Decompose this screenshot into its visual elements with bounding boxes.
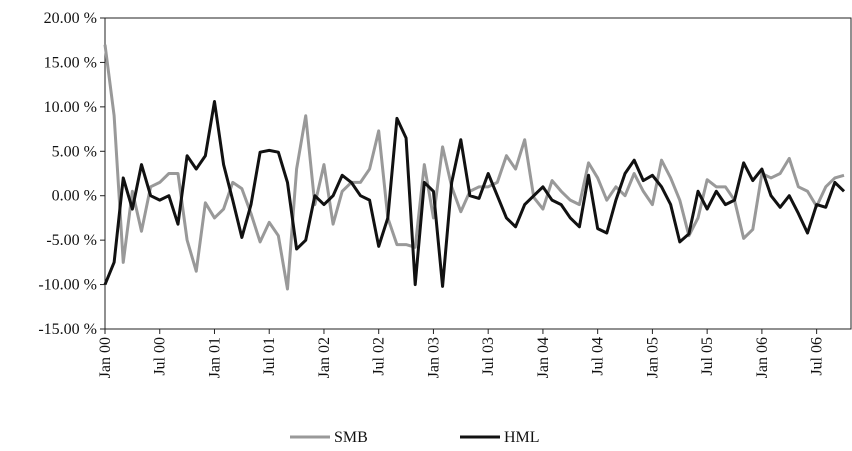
x-tick-label: Jan 04	[535, 337, 552, 378]
plot-frame	[104, 17, 852, 330]
y-tick-label: 15.00 %	[44, 54, 97, 71]
x-tick-label: Jan 00	[97, 337, 114, 378]
y-tick-label: -5.00 %	[46, 232, 97, 249]
x-tick-label: Jan 05	[644, 337, 661, 378]
x-tick-label: Jul 01	[261, 337, 278, 376]
y-tick-label: -15.00 %	[38, 321, 97, 338]
x-tick-label: Jul 05	[699, 337, 716, 376]
x-tick-label: Jan 06	[754, 337, 771, 378]
x-tick-label: Jul 03	[480, 337, 497, 376]
x-tick-label: Jul 06	[809, 337, 826, 376]
y-tick-label: -10.00 %	[38, 277, 97, 294]
legend-label: SMB	[334, 429, 368, 446]
y-tick-label: 0.00 %	[52, 188, 97, 205]
y-tick-label: 20.00 %	[44, 10, 97, 27]
x-tick-label: Jul 00	[152, 337, 169, 376]
x-tick-label: Jul 02	[371, 337, 388, 376]
legend-label: HML	[504, 429, 540, 446]
series-line	[103, 44, 845, 291]
x-tick-label: Jul 04	[590, 337, 607, 376]
x-tick-label: Jan 03	[425, 337, 442, 378]
y-tick-label: 10.00 %	[44, 99, 97, 116]
x-tick-label: Jan 02	[316, 337, 333, 378]
series-line	[103, 100, 846, 288]
x-tick-label: Jan 01	[206, 337, 223, 378]
y-tick-label: 5.00 %	[52, 143, 97, 160]
